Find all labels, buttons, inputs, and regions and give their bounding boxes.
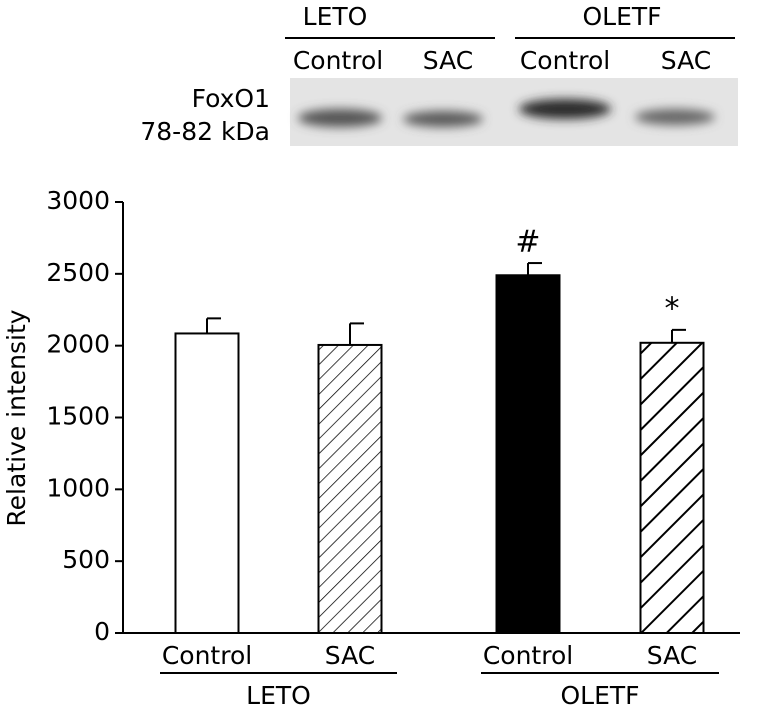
y-tick-label: 500: [62, 545, 110, 574]
error-bar: [671, 328, 686, 343]
error-bar: [349, 322, 364, 345]
x-tick-label: SAC: [325, 641, 375, 670]
y-tick-label: 1000: [46, 473, 110, 502]
bar: [639, 341, 705, 634]
blot-size-label: 78-82 kDa: [140, 117, 270, 146]
x-tick-label: SAC: [647, 641, 697, 670]
blot-image: [290, 78, 738, 146]
blot-group-label: LETO: [303, 2, 368, 31]
group-label: LETO: [246, 681, 311, 710]
y-tick-label: 3000: [46, 186, 110, 215]
x-tick-label: Control: [162, 641, 252, 670]
y-tick-label: 0: [94, 617, 110, 646]
bar: [317, 343, 383, 634]
annotation: *: [665, 291, 680, 326]
bar: [174, 332, 240, 634]
y-tick-label: 2500: [46, 258, 110, 287]
blot-group-label: OLETF: [582, 2, 661, 31]
blot-lane-label: Control: [293, 46, 383, 75]
group-label: OLETF: [560, 681, 639, 710]
y-axis-label: Relative intensity: [2, 309, 31, 526]
error-bar: [206, 317, 221, 334]
error-bar: [527, 262, 542, 276]
blot-lane-label: SAC: [423, 46, 473, 75]
blot-protein-label: FoxO1: [192, 84, 270, 113]
y-tick-label: 2000: [46, 330, 110, 359]
annotation: #: [515, 225, 540, 260]
blot-lane-label: Control: [520, 46, 610, 75]
blot-lane-label: SAC: [661, 46, 711, 75]
bar: [495, 274, 561, 634]
x-tick-label: Control: [483, 641, 573, 670]
y-tick-label: 1500: [46, 402, 110, 431]
